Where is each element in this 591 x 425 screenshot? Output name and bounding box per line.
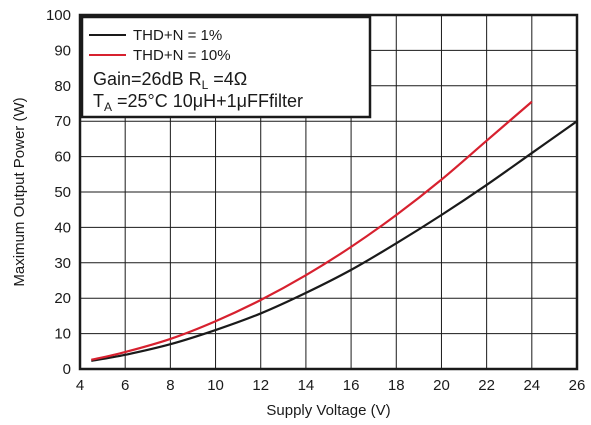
x-axis-title: Supply Voltage (V) [266,402,390,419]
legend: THD+N = 1% THD+N = 10% Gain=26dB RL =4Ω … [80,15,372,119]
y-tick-label: 100 [46,7,71,24]
annotation-temp-main: T [93,91,104,111]
legend-label-thd-1: THD+N = 1% [133,27,222,44]
y-tick-label: 20 [54,290,71,307]
y-tick-label: 90 [54,42,71,59]
x-tick-label: 24 [523,377,540,394]
annotation-gain-tail: =4Ω [208,69,247,89]
x-tick-label: 16 [343,377,360,394]
y-tick-label: 40 [54,219,71,236]
x-tick-label: 10 [207,377,224,394]
y-tick-label: 70 [54,113,71,130]
annotation-temp-tail: =25°C 10μH+1μFFfilter [112,91,303,111]
series-layer [91,100,578,362]
y-tick-label: 80 [54,78,71,95]
annotation-gain-sub: L [202,78,209,92]
x-tick-label: 18 [388,377,405,394]
x-tick-label: 20 [433,377,450,394]
y-tick-label: 0 [63,361,71,378]
y-tick-label: 10 [54,326,71,343]
x-tick-label: 8 [166,377,174,394]
annotation-gain-load: Gain=26dB RL =4Ω [93,69,247,92]
x-tick-label: 6 [121,377,129,394]
annotation-temp-filter: TA =25°C 10μH+1μFFfilter [93,91,303,114]
legend-label-thd-10: THD+N = 10% [133,47,231,64]
x-tick-label: 12 [252,377,269,394]
legend-box [80,15,372,119]
plot-frame [78,13,579,371]
x-tick-label: 22 [478,377,495,394]
x-tick-label: 14 [298,377,315,394]
y-axis-title: Maximum Output Power (W) [11,97,28,286]
x-tick-labels: 4 6 8 10 12 14 16 18 20 22 24 26 [76,377,586,394]
y-tick-label: 50 [54,184,71,201]
annotation-temp-sub: A [104,100,112,114]
x-tick-label: 4 [76,377,84,394]
y-tick-labels: 0 10 20 30 40 50 60 70 80 90 100 [46,7,71,378]
y-tick-label: 60 [54,149,71,166]
series-line-thd-10 [91,100,533,361]
series-line-thd-1 [91,120,578,362]
y-tick-label: 30 [54,255,71,272]
x-tick-label: 26 [569,377,586,394]
annotation-gain-main: Gain=26dB R [93,69,202,89]
